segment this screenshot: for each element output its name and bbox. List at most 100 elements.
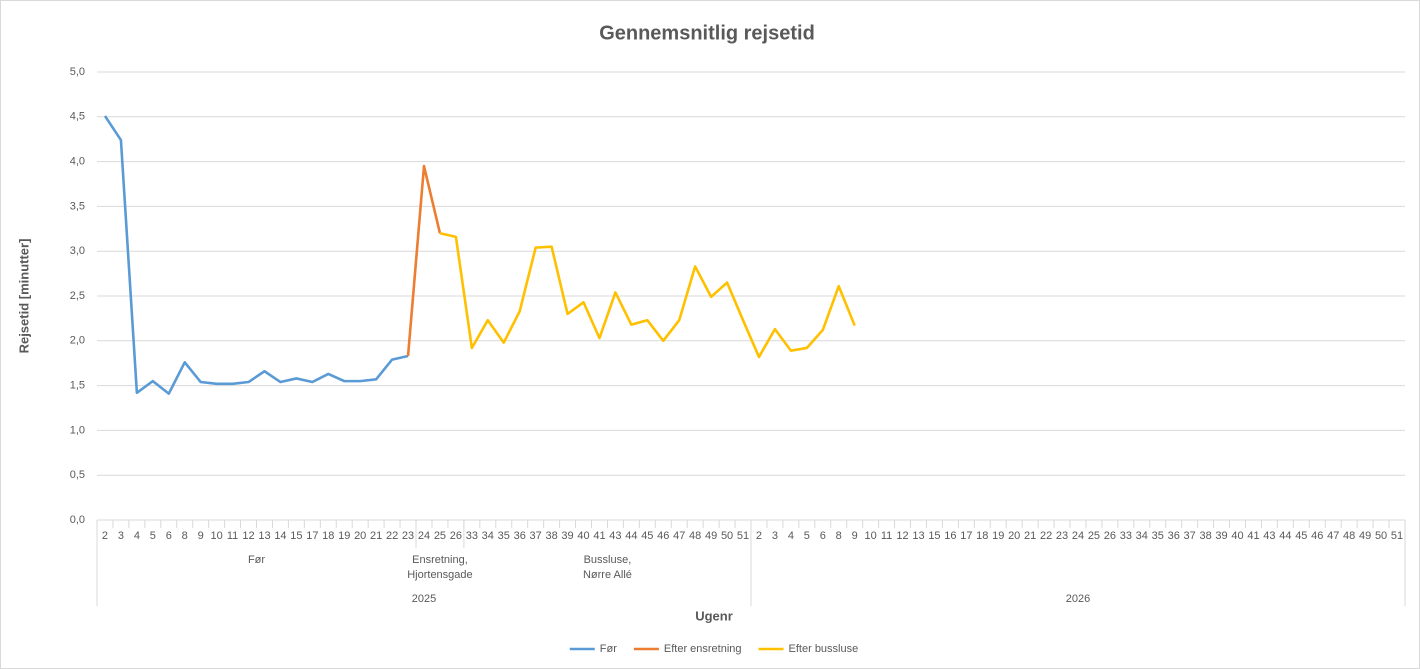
y-tick-label: 2,0: [70, 335, 85, 347]
group-label: 2025: [412, 593, 436, 605]
x-tick-label: 2: [756, 530, 762, 542]
legend-label: Før: [600, 643, 617, 655]
x-tick-label: 36: [514, 530, 526, 542]
x-tick-label: 9: [198, 530, 204, 542]
x-tick-label: 51: [1391, 530, 1403, 542]
x-tick-label: 46: [657, 530, 669, 542]
series-line: [406, 164, 442, 357]
x-tick-label: 23: [402, 530, 414, 542]
x-tick-label: 15: [928, 530, 940, 542]
x-tick-label: 35: [1152, 530, 1164, 542]
series-line: [439, 232, 856, 359]
x-tick-label: 13: [258, 530, 270, 542]
x-tick-label: 47: [673, 530, 685, 542]
x-tick-label: 5: [150, 530, 156, 542]
x-tick-label: 18: [322, 530, 334, 542]
x-tick-label: 6: [820, 530, 826, 542]
x-tick-label: 40: [577, 530, 589, 542]
y-tick-label: 3,5: [70, 200, 85, 212]
x-tick-label: 39: [1215, 530, 1227, 542]
x-tick-label: 35: [498, 530, 510, 542]
x-tick-label: 18: [976, 530, 988, 542]
y-axis-title: Rejsetid [minutter]: [16, 239, 31, 354]
y-tick-label: 3,0: [70, 245, 85, 257]
x-axis-title: Ugenr: [695, 608, 733, 623]
x-tick-label: 9: [852, 530, 858, 542]
x-tick-label: 23: [1056, 530, 1068, 542]
x-tick-label: 43: [609, 530, 621, 542]
x-tick-label: 3: [118, 530, 124, 542]
x-tick-label: 12: [242, 530, 254, 542]
subgroup-label: Før: [248, 554, 265, 566]
x-tick-label: 6: [166, 530, 172, 542]
subgroup-label: Bussluse,: [584, 554, 632, 566]
y-tick-label: 1,5: [70, 380, 85, 392]
x-tick-label: 49: [705, 530, 717, 542]
series-line: [103, 115, 409, 395]
x-tick-label: 13: [912, 530, 924, 542]
x-tick-label: 26: [450, 530, 462, 542]
y-tick-label: 2,5: [70, 290, 85, 302]
y-tick-label: 0,5: [70, 469, 85, 481]
x-tick-label: 26: [1104, 530, 1116, 542]
x-tick-label: 15: [290, 530, 302, 542]
x-tick-label: 8: [836, 530, 842, 542]
x-tick-label: 38: [1199, 530, 1211, 542]
x-tick-label: 25: [434, 530, 446, 542]
x-tick-label: 34: [1136, 530, 1148, 542]
x-tick-label: 8: [182, 530, 188, 542]
x-tick-label: 2: [102, 530, 108, 542]
x-tick-label: 21: [370, 530, 382, 542]
x-tick-label: 19: [338, 530, 350, 542]
x-tick-label: 43: [1263, 530, 1275, 542]
x-tick-label: 44: [625, 530, 637, 542]
x-tick-label: 39: [561, 530, 573, 542]
x-tick-label: 38: [545, 530, 557, 542]
x-tick-label: 46: [1311, 530, 1323, 542]
legend-label: Efter ensretning: [664, 643, 742, 655]
x-tick-label: 5: [804, 530, 810, 542]
x-tick-label: 19: [992, 530, 1004, 542]
x-tick-label: 3: [772, 530, 778, 542]
legend-label: Efter bussluse: [789, 643, 859, 655]
y-tick-label: 4,0: [70, 156, 85, 168]
x-tick-label: 45: [641, 530, 653, 542]
x-tick-label: 24: [418, 530, 430, 542]
x-tick-label: 37: [530, 530, 542, 542]
subgroup-label: Ensretning,: [412, 554, 468, 566]
subgroup-label: Nørre Allé: [583, 569, 632, 581]
x-tick-label: 33: [1120, 530, 1132, 542]
x-tick-label: 50: [721, 530, 733, 542]
x-tick-label: 48: [1343, 530, 1355, 542]
x-tick-label: 47: [1327, 530, 1339, 542]
y-tick-label: 5,0: [70, 66, 85, 78]
x-tick-label: 21: [1024, 530, 1036, 542]
x-tick-label: 51: [737, 530, 749, 542]
x-tick-label: 48: [689, 530, 701, 542]
x-tick-label: 16: [944, 530, 956, 542]
subgroup-label: Hjortensgade: [407, 569, 472, 581]
x-tick-label: 11: [227, 530, 238, 542]
x-tick-label: 50: [1375, 530, 1387, 542]
x-tick-label: 11: [881, 530, 892, 542]
x-tick-label: 14: [274, 530, 286, 542]
x-tick-label: 37: [1184, 530, 1196, 542]
x-tick-label: 41: [593, 530, 605, 542]
x-tick-label: 22: [1040, 530, 1052, 542]
x-tick-label: 24: [1072, 530, 1084, 542]
x-tick-label: 45: [1295, 530, 1307, 542]
y-tick-label: 1,0: [70, 424, 85, 436]
x-tick-label: 33: [466, 530, 478, 542]
x-tick-label: 20: [1008, 530, 1020, 542]
x-tick-label: 44: [1279, 530, 1291, 542]
x-tick-label: 40: [1231, 530, 1243, 542]
x-tick-label: 12: [896, 530, 908, 542]
x-tick-label: 22: [386, 530, 398, 542]
x-tick-label: 36: [1168, 530, 1180, 542]
y-tick-label: 0,0: [70, 514, 85, 526]
x-tick-label: 17: [960, 530, 972, 542]
x-tick-label: 20: [354, 530, 366, 542]
x-tick-label: 49: [1359, 530, 1371, 542]
